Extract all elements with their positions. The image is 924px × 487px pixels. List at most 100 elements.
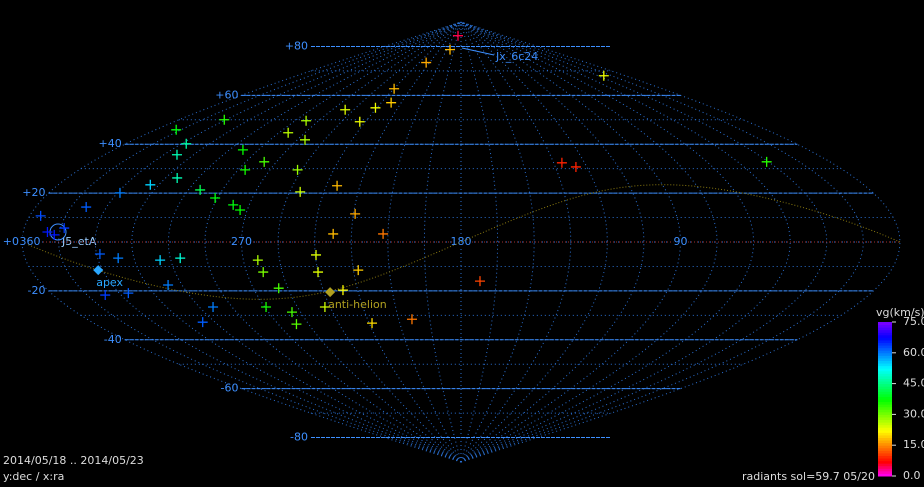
radiant <box>378 228 389 239</box>
colorbar-segment <box>878 375 892 379</box>
colorbar-segment <box>878 422 892 426</box>
x-tick-label: 270 <box>231 235 252 248</box>
radiant <box>337 285 348 296</box>
graticule <box>131 21 462 463</box>
radiant <box>474 276 485 287</box>
colorbar-segment <box>878 347 892 351</box>
colorbar-segment <box>878 365 892 369</box>
colorbar-segment <box>878 334 892 338</box>
colorbar-segment <box>878 424 892 428</box>
axes-note: y:dec / x:ra <box>3 470 64 483</box>
colorbar-segment <box>878 396 892 400</box>
colorbar-segment <box>878 357 892 361</box>
colorbar-segment <box>878 437 892 441</box>
colorbar-segment <box>878 339 892 344</box>
colorbar-segment <box>878 432 892 436</box>
colorbar-segment <box>878 434 892 438</box>
radiant <box>123 288 134 299</box>
radiant <box>311 249 322 260</box>
radiant <box>332 180 343 191</box>
colorbar-segment <box>878 463 892 467</box>
colorbar-segment <box>878 386 892 390</box>
colorbar-segment <box>878 445 892 449</box>
colorbar-segment <box>878 388 892 392</box>
colorbar-segment <box>878 473 892 477</box>
colorbar-segment <box>878 404 892 408</box>
radiant <box>370 102 381 113</box>
colorbar-segment <box>878 460 892 464</box>
colorbar-segment <box>878 440 892 444</box>
radiant <box>386 97 397 108</box>
colorbar-segment <box>878 442 892 446</box>
colorbar-segment <box>878 391 892 395</box>
radiant <box>367 318 378 329</box>
radiant <box>598 70 609 81</box>
radiant <box>445 44 456 55</box>
colorbar-tick-label: 45.0 <box>903 377 924 390</box>
radiant <box>35 210 46 221</box>
radiant <box>171 149 182 160</box>
radiant <box>172 172 183 183</box>
radiant <box>261 302 272 313</box>
radiant <box>181 138 192 149</box>
colorbar-segment <box>878 370 892 374</box>
radiant <box>319 302 330 313</box>
radiant <box>350 208 361 219</box>
radiant <box>292 164 303 175</box>
special-point <box>93 265 104 276</box>
radiant <box>273 283 284 294</box>
graticule <box>240 21 462 463</box>
radiant <box>556 157 567 168</box>
colorbar-segment <box>878 465 892 469</box>
y-tick-label: +80 <box>285 39 308 52</box>
y-tick-label: -20 <box>28 284 46 297</box>
radiant <box>295 186 306 197</box>
radiant <box>328 228 339 239</box>
colorbar-segment <box>878 350 892 354</box>
period: 2014/05/18 .. 2014/05/23 <box>3 454 144 467</box>
radiant <box>210 193 221 203</box>
colorbar-segment <box>878 401 892 405</box>
y-tick-label: +60 <box>215 88 238 101</box>
footer: radiants sol=59.7 05/20 <box>742 470 875 483</box>
colorbar-segment <box>878 470 892 474</box>
colorbar-segment <box>878 360 892 364</box>
colorbar-tick-label: 0.0 <box>903 469 921 482</box>
radiant <box>283 127 294 138</box>
colorbar-segment <box>878 411 892 415</box>
radiant <box>300 134 311 145</box>
radiant <box>252 255 263 266</box>
x-tick-label: 360 <box>20 235 41 248</box>
y-tick-label: +0 <box>3 235 19 248</box>
y-tick-label: -60 <box>221 382 239 395</box>
annotation: Jx_6c24 <box>495 50 538 63</box>
colorbar-segment <box>878 368 892 372</box>
colorbar-segment <box>878 381 892 385</box>
radiant <box>340 104 351 115</box>
colorbar-segment <box>878 383 892 387</box>
radiant <box>113 253 124 264</box>
radiant <box>237 144 248 155</box>
colorbar-segment <box>878 409 892 413</box>
radiant <box>301 115 312 126</box>
radiant <box>155 255 166 266</box>
colorbar-segment <box>878 427 892 431</box>
colorbar-segment <box>878 324 892 328</box>
colorbar-title: vg(km/s) <box>876 306 924 319</box>
colorbar-segment <box>878 393 892 397</box>
y-tick-label: -80 <box>290 431 308 444</box>
colorbar-segment <box>878 399 892 403</box>
colorbar-segment <box>878 355 892 359</box>
radiant <box>195 184 206 195</box>
y-tick-label: +40 <box>98 137 121 150</box>
colorbar-tick-label: 75.0 <box>903 315 924 328</box>
annotation-leader <box>461 47 495 56</box>
radiant <box>163 280 174 291</box>
radiant <box>175 253 186 264</box>
radiant <box>389 83 400 94</box>
radiant <box>208 302 219 313</box>
radiant <box>219 114 230 125</box>
special-label: anti-helion <box>328 298 387 311</box>
colorbar-segment <box>878 327 892 331</box>
